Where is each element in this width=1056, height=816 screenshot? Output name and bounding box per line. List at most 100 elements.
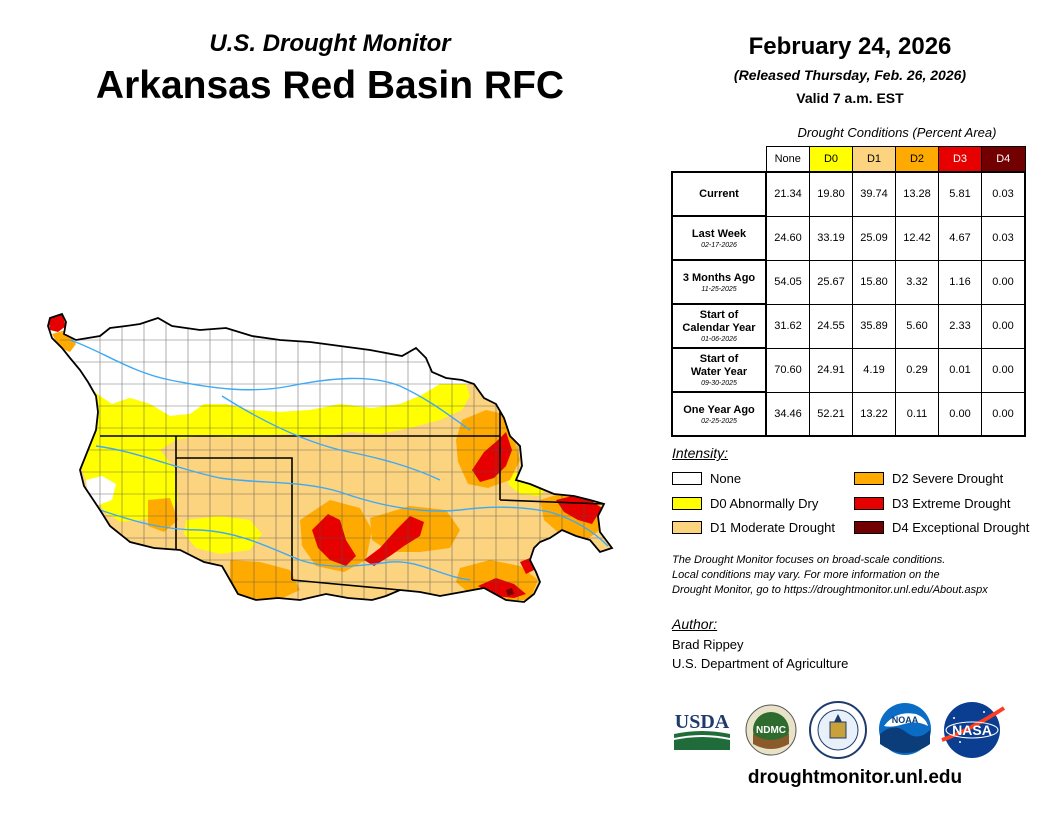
table-row: Start of Water Year 09-30-2025 70.60 24.91 4.… <box>671 347 1026 393</box>
state-boundaries <box>100 404 605 591</box>
legend-swatch <box>672 472 702 485</box>
map-subtitle: U.S. Drought Monitor <box>209 30 451 57</box>
col-header-d0: D0 <box>809 146 853 173</box>
legend-swatch <box>854 521 884 534</box>
legend-item-d3: D3 Extreme Drought <box>854 496 1011 511</box>
table-caption: Drought Conditions (Percent Area) <box>797 125 997 140</box>
table-cell: 5.60 <box>895 303 939 349</box>
table-cell: 5.81 <box>938 171 982 217</box>
table-cell: 4.67 <box>938 215 982 261</box>
table-cell: 3.32 <box>895 259 939 305</box>
noaa-logo: NOAA <box>877 701 933 757</box>
map-title: Arkansas Red Basin RFC <box>95 64 565 107</box>
table-cell: 19.80 <box>809 171 853 217</box>
legend-label: None <box>710 471 742 486</box>
legend-item-d4: D4 Exceptional Drought <box>854 520 1029 535</box>
usda-logo-text: USDA <box>675 711 730 733</box>
row-label-name: Last Week <box>691 227 747 240</box>
doi-logo <box>809 701 867 759</box>
note-line-1: The Drought Monitor focuses on broad-sca… <box>672 554 946 566</box>
table-cell: 24.55 <box>809 303 853 349</box>
row-label-date: 01-06-2026 <box>701 336 737 343</box>
table-cell: 2.33 <box>938 303 982 349</box>
legend-item-d1: D1 Moderate Drought <box>672 520 835 535</box>
d3-region-northwest-tip <box>48 314 66 332</box>
d0-region-north <box>80 380 470 520</box>
table-cell: 0.11 <box>895 391 939 437</box>
row-label: Start of Calendar Year 01-06-2026 <box>671 303 767 349</box>
table-cell: 25.67 <box>809 259 853 305</box>
table-row: Last Week 02-17-2026 24.60 33.19 25.09 12.42 4… <box>671 215 1026 261</box>
legend-swatch <box>672 497 702 510</box>
table-cell: 0.03 <box>981 215 1026 261</box>
nasa-logo-text: NASA <box>952 722 992 738</box>
d2-region-south <box>230 560 300 600</box>
d2-region-southwest <box>148 498 178 532</box>
row-label-name: Start of Water Year <box>690 353 748 378</box>
table-cell: 21.34 <box>765 171 810 217</box>
row-label-date: 09-30-2025 <box>701 380 737 387</box>
col-header-d1: D1 <box>852 146 896 173</box>
drought-map <box>47 313 613 603</box>
website-url[interactable]: droughtmonitor.unl.edu <box>747 767 963 788</box>
table-row: 3 Months Ago 11-25-2025 54.05 25.67 15.80 3.3… <box>671 259 1026 305</box>
row-label-name: 3 Months Ago <box>682 271 756 284</box>
none-region <box>48 314 612 416</box>
table-cell: 0.00 <box>938 391 982 437</box>
author-org: U.S. Department of Agriculture <box>672 656 849 671</box>
table-cell: 52.21 <box>809 391 853 437</box>
table-cell: 0.03 <box>981 171 1026 217</box>
table-cell: 39.74 <box>852 171 896 217</box>
author-title: Author: <box>672 616 718 632</box>
col-header-none: None <box>765 146 810 173</box>
table-cell: 24.60 <box>765 215 810 261</box>
legend-label: D4 Exceptional Drought <box>892 520 1030 535</box>
row-label: Current <box>671 171 767 217</box>
note-line-2: Local conditions may vary. For more info… <box>672 569 940 581</box>
row-label-name: Start of Calendar Year <box>682 309 756 334</box>
row-label-name: Current <box>699 187 739 200</box>
table-row: One Year Ago 02-25-2025 34.46 52.21 13.22 0.1… <box>671 391 1026 437</box>
ndmc-logo-text: NDMC <box>756 725 786 736</box>
disclaimer-note: The Drought Monitor focuses on broad-sca… <box>672 553 1042 598</box>
row-label: One Year Ago 02-25-2025 <box>671 391 767 437</box>
release-date: (Released Thursday, Feb. 26, 2026) <box>733 67 967 83</box>
noaa-logo-text: NOAA <box>892 715 919 725</box>
table-cell: 35.89 <box>852 303 896 349</box>
legend-title: Intensity: <box>672 445 729 461</box>
legend-item-d0: D0 Abnormally Dry <box>672 496 818 511</box>
usda-logo: USDA <box>674 711 730 750</box>
none-region-west <box>86 476 116 506</box>
author-name: Brad Rippey <box>672 637 744 652</box>
table-cell: 1.16 <box>938 259 982 305</box>
nasa-logo: NASA <box>941 702 1006 758</box>
d4-region <box>506 588 514 596</box>
legend-item-d2: D2 Severe Drought <box>854 471 1003 486</box>
table-cell: 0.01 <box>938 347 982 393</box>
table-cell: 25.09 <box>852 215 896 261</box>
d0-region-southwest <box>184 516 262 554</box>
note-line-3: Drought Monitor, go to https://droughtmo… <box>672 584 988 596</box>
row-label-date: 02-17-2026 <box>701 241 737 249</box>
valid-time: Valid 7 a.m. EST <box>796 90 904 106</box>
col-header-d2: D2 <box>895 146 939 173</box>
table-cell: 0.00 <box>981 303 1026 349</box>
rivers <box>69 339 609 581</box>
table-cell: 0.00 <box>981 259 1026 305</box>
table-cell: 54.05 <box>765 259 810 305</box>
table-row: Start of Calendar Year 01-06-2026 31.62 24.5… <box>671 303 1026 349</box>
row-label: Start of Water Year 09-30-2025 <box>671 347 767 393</box>
table-row: Current 21.34 19.80 39.74 13.28 5.81 0.03 <box>671 171 1026 217</box>
col-header-d4: D4 <box>981 146 1026 173</box>
table-cell: 13.28 <box>895 171 939 217</box>
table-cell: 24.91 <box>809 347 853 393</box>
table-cell: 34.46 <box>765 391 810 437</box>
row-label-date: 11-25-2025 <box>701 285 737 293</box>
table-cell: 33.19 <box>809 215 853 261</box>
legend-swatch <box>854 497 884 510</box>
table-cell: 13.22 <box>852 391 896 437</box>
table-cell: 31.62 <box>765 303 810 349</box>
table-cell: 12.42 <box>895 215 939 261</box>
legend-swatch <box>854 472 884 485</box>
map-date: February 24, 2026 <box>748 33 952 60</box>
